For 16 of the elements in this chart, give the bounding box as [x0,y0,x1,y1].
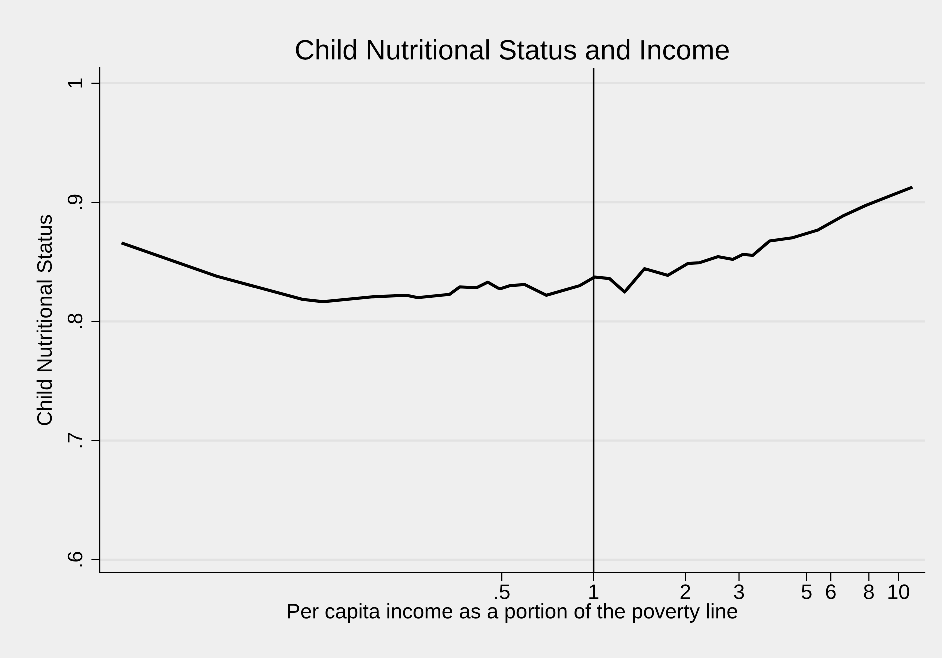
y-tick-label: .9 [68,194,83,210]
y-tick-label: .7 [68,433,82,448]
x-tick-label: 3 [734,584,744,600]
y-tick-label: .8 [68,314,83,328]
x-tick-label: 8 [864,584,874,600]
y-tick-label: 1 [68,78,82,88]
x-tick-label: 6 [826,584,836,600]
x-tick-label: 5 [802,584,812,600]
x-tick-label: .5 [495,584,510,600]
y-axis-title: Child Nutritional Status [36,215,52,426]
y-tick-label: .6 [68,552,83,567]
x-tick-label: 10 [888,584,910,600]
chart-title: Child Nutritional Status and Income [296,40,729,60]
x-tick-label: 2 [680,584,690,600]
x-tick-label: 1 [590,584,599,600]
x-axis-title: Per capita income as a portion of the poverty line [288,604,738,623]
